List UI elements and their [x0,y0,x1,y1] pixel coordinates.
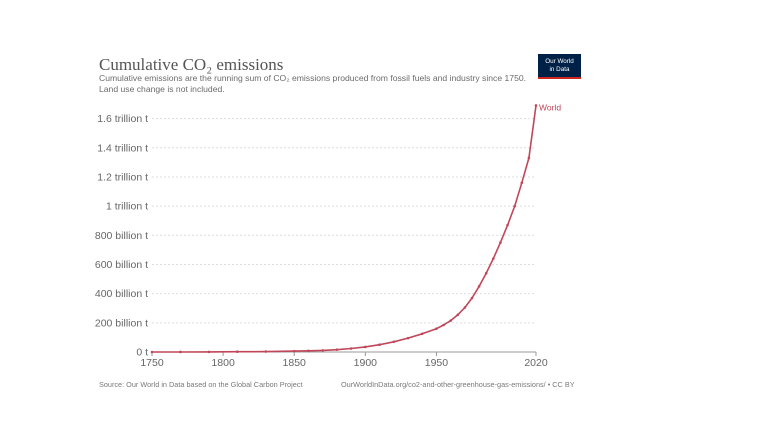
data-point[interactable] [264,350,268,353]
data-point[interactable] [456,313,460,317]
y-axis: 0 t 200 billion t 400 billion t 600 billion… [95,113,148,358]
series-layer: World [150,102,561,354]
data-point[interactable] [236,350,239,354]
y-tick-label: 1.4 trillion t [97,142,148,154]
data-point[interactable] [492,257,495,260]
series-label-world[interactable]: World [539,102,561,112]
data-point[interactable] [449,319,452,322]
data-point[interactable] [349,347,353,350]
data-point[interactable] [335,348,339,351]
license-link[interactable]: OurWorldInData.org/co2-and-other-greenho… [341,380,575,389]
y-tick-label: 200 billion t [95,317,148,329]
data-point[interactable] [477,285,481,288]
data-point[interactable] [442,323,445,327]
data-point[interactable] [392,340,396,344]
data-point[interactable] [463,306,467,309]
data-point[interactable] [179,350,182,354]
data-point[interactable] [499,241,502,244]
y-tick-label: 1 trillion t [106,201,148,213]
chart-subtitle: Cumulative emissions are the running sum… [99,73,527,94]
x-tick-label: 1850 [283,357,307,369]
data-point[interactable] [378,343,381,347]
series-line-world[interactable] [152,105,537,353]
y-tick-label: 600 billion t [95,259,148,271]
data-point[interactable] [470,296,474,300]
logo-line-1: Our World [545,58,574,65]
data-point[interactable] [406,336,410,340]
data-point[interactable] [364,345,367,349]
data-point[interactable] [527,156,531,160]
x-axis: 1750 1800 1850 1900 1950 2020 [140,351,548,369]
data-point[interactable] [292,349,296,353]
data-point[interactable] [150,350,154,354]
data-point[interactable] [321,349,324,352]
data-point[interactable] [307,349,310,353]
data-point[interactable] [520,181,524,185]
x-tick-label: 1750 [140,357,164,369]
data-point[interactable] [534,104,538,107]
y-tick-label: 800 billion t [95,230,148,242]
data-point[interactable] [484,271,488,275]
owid-logo[interactable]: Our World in Data [538,54,581,79]
data-point[interactable] [207,350,211,354]
grid-layer [152,118,536,324]
source-note: Source: Our World in Data based on the G… [99,380,303,389]
data-point[interactable] [420,332,424,336]
data-point[interactable] [506,223,509,227]
x-tick-label: 1950 [425,357,449,369]
data-point[interactable] [435,327,438,330]
y-tick-label: 400 billion t [95,288,148,300]
x-tick-label: 2020 [524,357,548,369]
y-tick-label: 1.6 trillion t [97,113,148,125]
y-tick-label: 0 t [136,347,148,359]
y-tick-label: 1.2 trillion t [97,171,148,183]
x-tick-label: 1800 [211,357,235,369]
logo-line-2: in Data [549,65,570,73]
x-tick-label: 1900 [354,357,378,369]
data-point[interactable] [513,204,516,208]
chart-title: Cumulative CO₂ emissions [99,55,284,74]
